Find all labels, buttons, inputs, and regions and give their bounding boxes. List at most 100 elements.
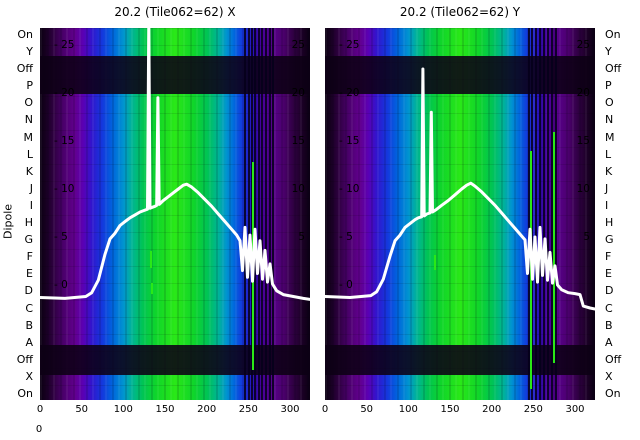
- y-tick-label: - 10: [339, 182, 360, 195]
- row-label: P: [26, 79, 33, 93]
- heatmap-panel-x: - 25 - 20 - 15 - 10 - 5 - 0 25 20 15 10 5: [40, 28, 310, 400]
- row-label: Off: [605, 352, 622, 366]
- heatmap-green-mark: [151, 282, 154, 294]
- y-tick-label: - 25: [54, 38, 75, 51]
- stray-zero-label: 0: [35, 424, 43, 435]
- y-tick-label: 25: [291, 38, 305, 51]
- row-label: On: [17, 28, 33, 41]
- row-label: L: [26, 147, 33, 161]
- row-label: On: [17, 386, 33, 400]
- row-label: On: [605, 28, 621, 41]
- panel-title-y: 20.2 (Tile062=62) Y: [399, 5, 521, 19]
- y-tick-label: 15: [576, 134, 590, 147]
- row-label: D: [24, 284, 33, 298]
- row-label: N: [605, 113, 614, 127]
- y-tick-label: 25: [576, 38, 590, 51]
- heatmap-dark-band: [325, 55, 595, 95]
- y-tick-label: - 15: [54, 134, 75, 147]
- heatmap-dark-stripe: [254, 28, 257, 400]
- heatmap-dark-band: [40, 55, 310, 95]
- y-tick-label: - 25: [339, 38, 360, 51]
- row-label: C: [605, 301, 613, 315]
- heatmap-dark-band: [40, 344, 310, 375]
- row-label: A: [25, 335, 33, 349]
- row-label: On: [605, 386, 621, 400]
- row-label: J: [605, 181, 609, 195]
- y-tick-label: 10: [291, 182, 305, 195]
- row-label: Off: [16, 352, 33, 366]
- row-label: M: [23, 130, 34, 144]
- x-tick-label: 200: [197, 404, 217, 415]
- row-labels-left: On Y Off P O N M L K J I H G F E D C B A Off X On: [0, 28, 36, 400]
- row-label: K: [605, 164, 613, 178]
- row-label: I: [605, 198, 609, 212]
- heatmap-dark-stripe: [250, 28, 253, 400]
- y-tick-label: - 10: [54, 182, 75, 195]
- row-label: L: [605, 147, 612, 161]
- heatmap-dark-stripe: [261, 28, 264, 400]
- heatmap-dark-stripe: [265, 28, 268, 400]
- row-label: A: [605, 335, 613, 349]
- x-tick-label: 250: [238, 404, 258, 415]
- heatmap-dark-stripe: [528, 28, 531, 400]
- heatmap-dark-stripe: [546, 28, 549, 400]
- row-label: G: [605, 233, 614, 247]
- heatmap-dark-stripe: [538, 28, 541, 400]
- overlay-curve-svg: [40, 28, 310, 301]
- row-label: N: [24, 113, 33, 127]
- row-label: Off: [16, 62, 33, 76]
- overlay-curve-svg: [325, 67, 595, 311]
- white-curve: [325, 67, 595, 311]
- y-tick-label: - 5: [339, 230, 353, 243]
- heatmap-dark-stripe: [535, 28, 538, 400]
- row-label: B: [605, 318, 613, 332]
- y-tick-label: - 20: [54, 86, 75, 99]
- row-label: Off: [605, 62, 622, 76]
- y-tick-label: - 20: [339, 86, 360, 99]
- y-tick-label: 5: [583, 230, 590, 243]
- heatmap-green-mark: [150, 251, 153, 268]
- y-tick-label: 5: [298, 230, 305, 243]
- row-label: Y: [605, 45, 612, 59]
- row-label: P: [605, 79, 612, 93]
- row-label: J: [29, 181, 33, 195]
- x-tick-label: 0: [321, 404, 329, 415]
- heatmap-dark-stripe: [268, 28, 271, 400]
- x-axis-ticks-y-panel: 0 50 100 150 200 250 300: [321, 404, 595, 418]
- heatmap-dark-stripe: [531, 28, 534, 400]
- x-tick-label: 300: [280, 404, 300, 415]
- heatmap-dark-stripe: [271, 28, 274, 400]
- heatmap-dark-stripe: [542, 28, 545, 400]
- x-tick-label: 150: [440, 404, 460, 415]
- row-labels-right: On Y Off P O N M L K J I H G F E D C B A Off X On: [605, 28, 639, 400]
- row-label: F: [26, 250, 33, 264]
- row-label: M: [605, 130, 615, 144]
- heatmap-dark-stripe: [247, 28, 250, 400]
- y-tick-label: - 15: [339, 134, 360, 147]
- heatmap-green-mark: [552, 132, 555, 363]
- x-tick-label: 250: [523, 404, 543, 415]
- x-tick-label: 150: [155, 404, 175, 415]
- row-label: Y: [26, 45, 33, 59]
- x-tick-label: 0: [36, 404, 44, 415]
- heatmap-dark-band: [325, 344, 595, 375]
- x-tick-label: 50: [360, 404, 374, 415]
- y-tick-label: 15: [291, 134, 305, 147]
- panel-title-x: 20.2 (Tile062=62) X: [114, 5, 236, 19]
- x-tick-label: 200: [482, 404, 502, 415]
- heatmap-dark-stripe: [244, 28, 247, 400]
- row-label: K: [25, 164, 33, 178]
- row-label: G: [24, 233, 33, 247]
- white-curve: [40, 28, 310, 301]
- y-tick-label: 20: [576, 86, 590, 99]
- row-label: C: [25, 301, 33, 315]
- x-tick-label: 100: [113, 404, 133, 415]
- y-tick-label: - 0: [339, 278, 353, 291]
- x-tick-label: 100: [398, 404, 418, 415]
- row-label: E: [26, 267, 33, 281]
- heatmap-dark-stripe: [550, 28, 553, 400]
- heatmap-panel-y: - 25 - 20 - 15 - 10 - 5 - 0 25 20 15 10 5: [325, 28, 595, 400]
- y-tick-label: 20: [291, 86, 305, 99]
- row-label: F: [605, 250, 612, 264]
